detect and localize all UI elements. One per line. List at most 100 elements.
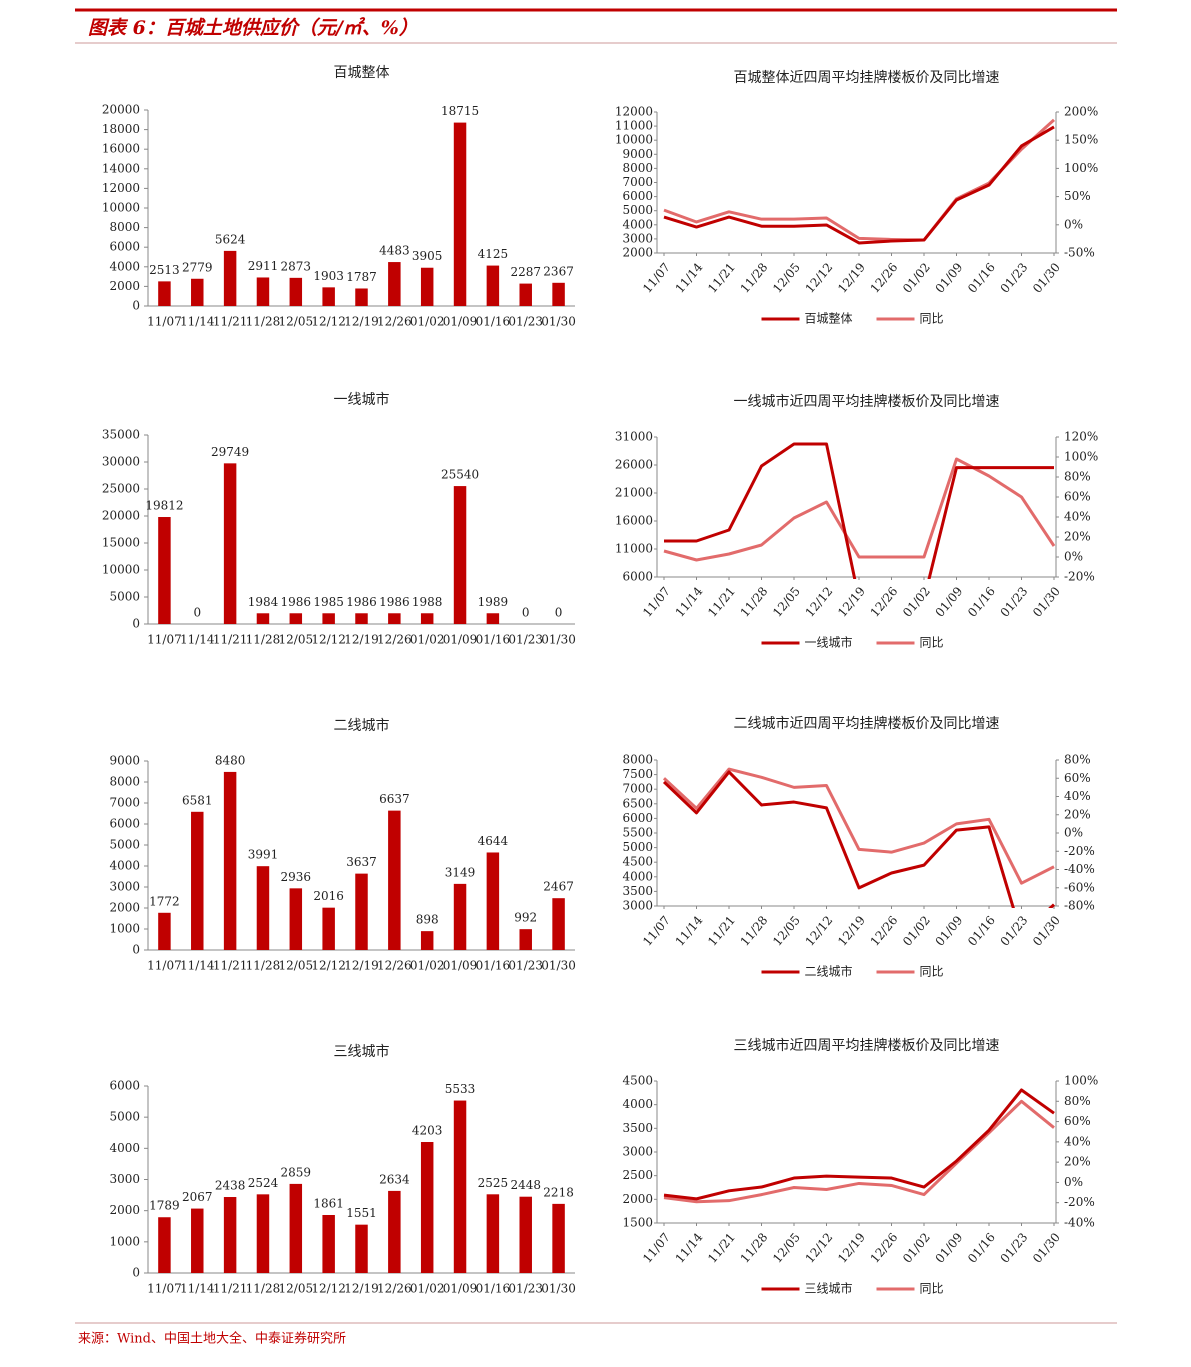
x-tick-label: 11/14 <box>180 959 215 973</box>
y2-tick-label: -50% <box>1064 246 1095 260</box>
chart-title: 百城整体 <box>334 65 390 81</box>
x-tick-label: 11/21 <box>705 260 738 295</box>
bar <box>453 122 467 306</box>
y-tick-label: 8000 <box>109 220 140 234</box>
source-note: 来源：Wind、中国土地大全、中泰证券研究所 <box>78 1331 346 1347</box>
y-tick-label: 5000 <box>109 838 140 852</box>
data-label: 898 <box>416 913 439 927</box>
x-tick-label: 12/05 <box>770 584 803 619</box>
bar <box>486 1194 500 1273</box>
y-tick-label: 7000 <box>622 175 653 189</box>
data-label: 2936 <box>281 870 312 884</box>
data-label: 4125 <box>478 247 509 261</box>
x-tick-label: 11/21 <box>213 959 248 973</box>
y2-tick-label: 60% <box>1064 490 1091 504</box>
legend-label: 同比 <box>920 1282 944 1296</box>
x-tick-label: 01/16 <box>965 584 998 619</box>
y-tick-label: 6000 <box>109 240 140 254</box>
x-tick-label: 01/16 <box>476 1282 511 1296</box>
x-tick-label: 12/05 <box>770 913 803 948</box>
bar <box>453 486 467 624</box>
x-tick-label: 12/19 <box>344 959 379 973</box>
bar <box>453 883 467 950</box>
y-tick-label: 9000 <box>622 147 653 161</box>
x-tick-label: 11/28 <box>738 1230 771 1265</box>
y-tick-label: 11000 <box>615 119 653 133</box>
chart-title: 一线城市 <box>334 391 390 408</box>
y2-tick-label: 120% <box>1064 430 1098 444</box>
x-tick-label: 11/07 <box>147 315 182 329</box>
bar <box>420 613 434 624</box>
data-label: 1789 <box>149 1199 180 1213</box>
y-tick-label: 4500 <box>622 855 653 869</box>
x-tick-label: 01/02 <box>410 1282 445 1296</box>
y-tick-label: 4000 <box>109 1141 140 1155</box>
bar <box>420 1142 434 1273</box>
y2-tick-label: 0% <box>1064 550 1083 564</box>
x-tick-label: 11/14 <box>180 633 215 647</box>
y2-tick-label: -40% <box>1064 862 1095 876</box>
data-label: 1551 <box>346 1206 377 1220</box>
legend-label: 一线城市 <box>805 635 853 650</box>
x-tick-label: 01/30 <box>541 315 576 329</box>
data-label: 1787 <box>346 270 377 284</box>
y-tick-label: 11000 <box>615 542 653 556</box>
data-label: 1903 <box>313 269 344 283</box>
x-tick-label: 12/12 <box>311 1282 346 1296</box>
x-tick-label: 12/05 <box>279 959 314 973</box>
y2-tick-label: 20% <box>1064 530 1091 544</box>
legend-label: 同比 <box>920 312 944 326</box>
x-tick-label: 01/23 <box>508 315 543 329</box>
y-tick-label: 20000 <box>102 509 140 523</box>
x-tick-label: 11/14 <box>673 913 706 949</box>
x-tick-label: 12/26 <box>377 1282 412 1296</box>
bar <box>289 277 303 306</box>
data-label: 2513 <box>149 263 180 277</box>
y2-tick-label: -20% <box>1064 844 1095 858</box>
bar <box>322 287 335 306</box>
bar <box>223 771 237 950</box>
data-label: 5533 <box>445 1082 476 1096</box>
data-label: 1984 <box>248 595 279 609</box>
data-label: 2438 <box>215 1179 246 1193</box>
bar <box>519 1196 532 1273</box>
y-tick-label: 0 <box>132 617 140 631</box>
x-tick-label: 12/12 <box>803 1230 836 1265</box>
bar <box>256 1194 270 1273</box>
data-label: 2218 <box>543 1185 574 1199</box>
x-tick-label: 01/09 <box>443 959 478 973</box>
bar <box>158 517 171 624</box>
x-tick-label: 01/30 <box>1030 584 1063 619</box>
x-tick-label: 11/07 <box>147 633 182 647</box>
bar <box>223 1197 237 1273</box>
y-tick-label: 2000 <box>622 246 653 260</box>
y2-tick-label: 100% <box>1064 450 1098 464</box>
y-tick-label: 30000 <box>102 455 140 469</box>
x-tick-label: 01/02 <box>900 1230 933 1265</box>
x-tick-label: 11/28 <box>246 633 281 647</box>
data-label: 5624 <box>215 232 246 246</box>
chart-title: 百城整体近四周平均挂牌楼板价及同比增速 <box>734 69 1000 86</box>
data-label: 1989 <box>478 595 509 609</box>
y-tick-label: 1500 <box>622 1216 653 1230</box>
data-label: 3905 <box>412 249 443 263</box>
bar <box>355 288 368 306</box>
y-tick-label: 3500 <box>622 884 653 898</box>
y2-tick-label: 20% <box>1064 1155 1091 1169</box>
x-tick-label: 01/23 <box>998 913 1031 948</box>
y-tick-label: 7000 <box>622 782 653 796</box>
x-tick-label: 11/07 <box>147 1282 182 1296</box>
y-tick-label: 3500 <box>622 1121 653 1135</box>
y-tick-label: 6000 <box>622 189 653 203</box>
data-label: 2467 <box>543 880 574 894</box>
legend-label: 同比 <box>920 636 944 650</box>
y2-tick-label: 40% <box>1064 789 1091 803</box>
bar <box>453 1100 467 1273</box>
data-label: 1986 <box>346 595 377 609</box>
x-tick-label: 12/12 <box>803 913 836 948</box>
y-tick-label: 12000 <box>102 181 140 195</box>
x-tick-label: 11/28 <box>246 959 281 973</box>
x-tick-label: 11/28 <box>738 260 771 295</box>
